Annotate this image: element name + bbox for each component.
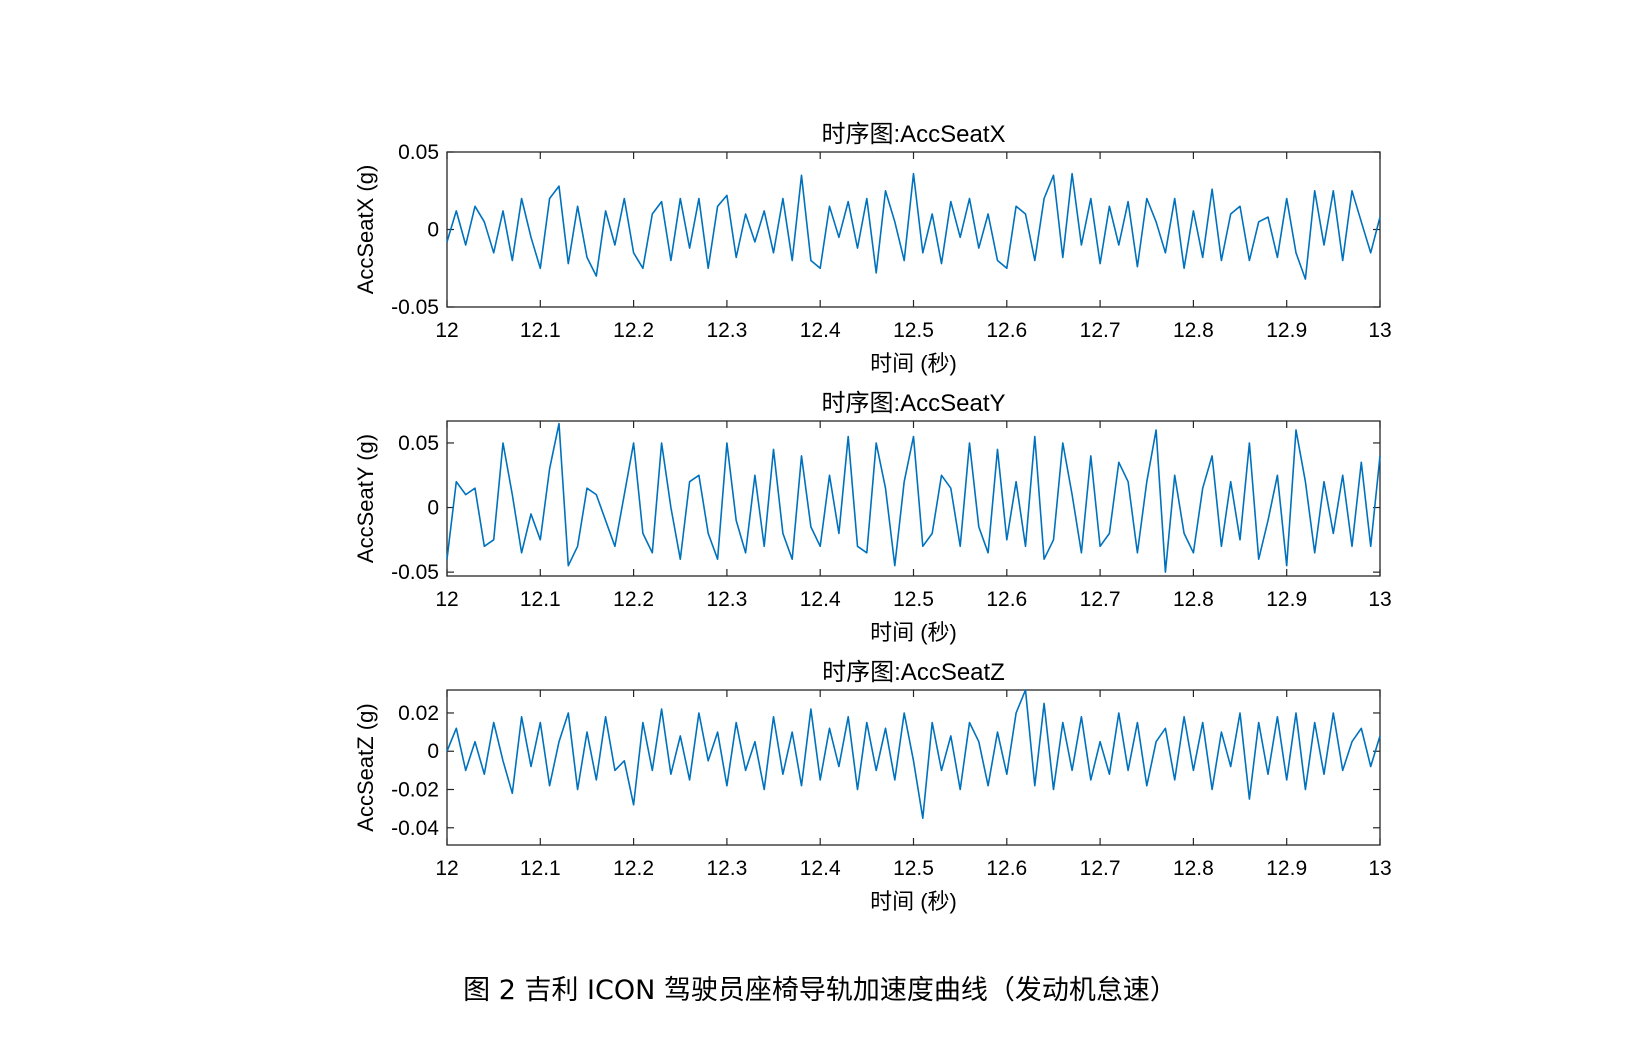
figure-caption: 图 2 吉利 ICON 驾驶员座椅导轨加速度曲线（发动机怠速） bbox=[463, 975, 1177, 1006]
x-tick-label: 12.7 bbox=[1080, 588, 1121, 611]
x-tick-label: 12.1 bbox=[520, 857, 561, 880]
y-tick-label: 0.02 bbox=[398, 702, 439, 725]
x-tick-label: 12.8 bbox=[1173, 319, 1214, 342]
y-axis-label: AccSeatY (g) bbox=[353, 434, 378, 563]
series-line bbox=[446, 172, 1381, 280]
plot-area bbox=[446, 689, 1381, 846]
x-tick-label: 12.7 bbox=[1080, 319, 1121, 342]
x-tick-label: 12.4 bbox=[800, 319, 841, 342]
y-tick-label: 0 bbox=[427, 219, 439, 242]
series-line bbox=[446, 422, 1381, 573]
y-tick-label: 0.05 bbox=[398, 432, 439, 455]
y-tick-label: -0.05 bbox=[391, 561, 439, 584]
x-tick-label: 12.7 bbox=[1080, 857, 1121, 880]
x-tick-label: 12.1 bbox=[520, 319, 561, 342]
x-tick-label: 12 bbox=[435, 857, 458, 880]
x-tick-label: 13 bbox=[1368, 588, 1391, 611]
x-tick-label: 12.8 bbox=[1173, 857, 1214, 880]
chart-title: 时序图:AccSeatY bbox=[821, 390, 1005, 417]
x-tick-label: 12.4 bbox=[800, 857, 841, 880]
y-tick-label: -0.02 bbox=[391, 779, 439, 802]
y-axis-label: AccSeatZ (g) bbox=[353, 703, 378, 831]
x-tick-label: 12.8 bbox=[1173, 588, 1214, 611]
y-axis-label: AccSeatX (g) bbox=[353, 165, 378, 295]
x-tick-label: 12 bbox=[435, 319, 458, 342]
y-tick-label: 0.05 bbox=[398, 141, 439, 164]
chart-1: 时序图:AccSeatX 12 12.1 12.2 12.3 12.4 12.5 12.6 12… bbox=[353, 121, 1392, 376]
x-axis-label: 时间 (秒) bbox=[870, 889, 957, 914]
x-tick-label: 12.5 bbox=[893, 588, 934, 611]
x-tick-label: 13 bbox=[1368, 857, 1391, 880]
chart-2: 时序图:AccSeatY 12 12.1 12.2 12.3 12.4 12.5 12.6 12… bbox=[353, 390, 1392, 645]
x-tick-label: 12.5 bbox=[893, 857, 934, 880]
plot-area bbox=[446, 420, 1381, 577]
chart-title: 时序图:AccSeatZ bbox=[822, 659, 1005, 686]
x-tick-label: 12.6 bbox=[986, 588, 1027, 611]
y-tick-label: 0 bbox=[427, 740, 439, 763]
x-tick-label: 12.3 bbox=[706, 857, 747, 880]
chart-3: 时序图:AccSeatZ 12 12.1 12.2 12.3 12.4 12.5 12.6 12… bbox=[353, 659, 1392, 914]
x-tick-label: 12.1 bbox=[520, 588, 561, 611]
x-tick-label: 12.3 bbox=[706, 588, 747, 611]
x-tick-label: 12.4 bbox=[800, 588, 841, 611]
x-tick-label: 12.9 bbox=[1266, 319, 1307, 342]
x-tick-label: 12 bbox=[435, 588, 458, 611]
chart-title: 时序图:AccSeatX bbox=[821, 121, 1005, 148]
x-tick-label: 12.6 bbox=[986, 319, 1027, 342]
y-tick-label: -0.05 bbox=[391, 296, 439, 319]
x-tick-label: 12.9 bbox=[1266, 857, 1307, 880]
x-tick-label: 12.2 bbox=[613, 319, 654, 342]
y-tick-label: -0.04 bbox=[391, 817, 439, 840]
x-tick-label: 13 bbox=[1368, 319, 1391, 342]
x-tick-label: 12.3 bbox=[706, 319, 747, 342]
x-tick-label: 12.5 bbox=[893, 319, 934, 342]
x-tick-label: 12.2 bbox=[613, 857, 654, 880]
x-axis-label: 时间 (秒) bbox=[870, 351, 957, 376]
x-axis-label: 时间 (秒) bbox=[870, 620, 957, 645]
y-tick-label: 0 bbox=[427, 497, 439, 520]
x-tick-label: 12.9 bbox=[1266, 588, 1307, 611]
series-line bbox=[446, 689, 1381, 820]
x-tick-label: 12.6 bbox=[986, 857, 1027, 880]
x-tick-label: 12.2 bbox=[613, 588, 654, 611]
